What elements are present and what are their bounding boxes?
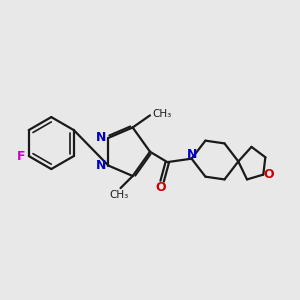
Text: CH₃: CH₃: [109, 190, 128, 200]
Text: O: O: [155, 181, 166, 194]
Text: CH₃: CH₃: [153, 109, 172, 119]
Text: N: N: [96, 159, 106, 172]
Text: F: F: [17, 150, 26, 163]
Text: N: N: [187, 148, 197, 161]
Text: N: N: [96, 131, 106, 144]
Text: O: O: [264, 168, 274, 181]
